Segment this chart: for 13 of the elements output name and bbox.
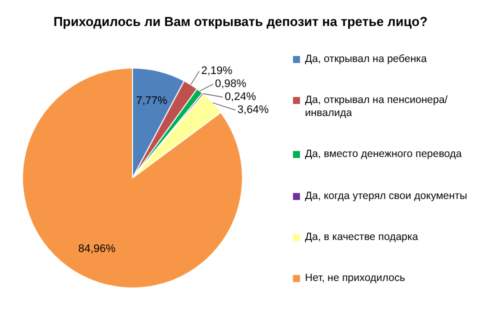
legend-label: Да, когда утерял свои документы — [305, 190, 468, 203]
legend-label: Да, открывал на пенсионера/ инвалида — [305, 94, 449, 120]
data-label: 0,98% — [215, 78, 246, 90]
legend-label: Да, открывал на ребенка — [305, 53, 427, 66]
data-label: 0,24% — [224, 91, 256, 104]
legend-label: Да, в качестве подарка — [305, 230, 418, 244]
legend-label: Нет, не приходилось — [305, 272, 406, 285]
data-label: 3,64% — [237, 104, 269, 116]
data-label: 7,77% — [136, 95, 168, 108]
chart-title: Приходилось ли Вам открывать депозит на третье лицо? — [52, 13, 429, 29]
data-label: 84,96% — [78, 242, 116, 255]
legend-label: Да, вместо денежного перевода — [305, 148, 462, 162]
data-label: 2,19% — [201, 65, 233, 78]
